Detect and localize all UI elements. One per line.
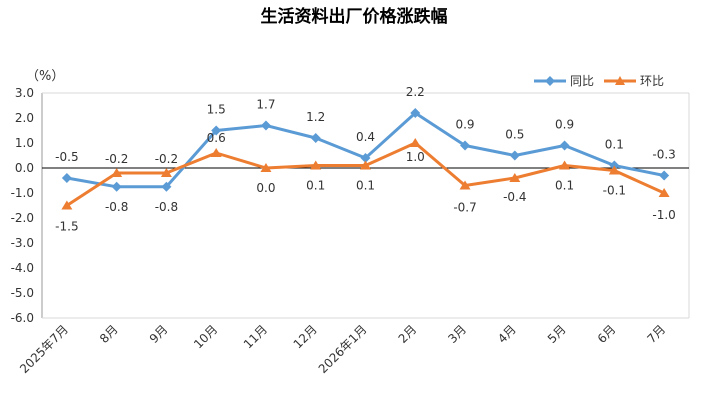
data-point-mom bbox=[61, 200, 73, 210]
data-label-mom: -0.2 bbox=[155, 152, 178, 166]
x-tick-label: 6月 bbox=[595, 322, 619, 346]
x-tick-label: 3月 bbox=[445, 322, 469, 346]
legend-triangle-icon bbox=[615, 76, 625, 85]
data-label-mom: -0.2 bbox=[105, 152, 128, 166]
y-tick-label: 3.0 bbox=[15, 86, 34, 100]
data-label-yoy: 0.1 bbox=[605, 138, 624, 152]
y-tick-label: -3.0 bbox=[11, 236, 34, 250]
data-point-mom bbox=[509, 173, 521, 182]
legend-diamond-icon bbox=[545, 76, 555, 86]
data-point-yoy bbox=[659, 170, 670, 181]
data-label-mom: 0.0 bbox=[256, 181, 275, 195]
series-layer bbox=[61, 108, 670, 210]
data-point-mom bbox=[210, 148, 222, 157]
y-tick-label: 1.0 bbox=[15, 136, 34, 150]
data-label-mom: 0.1 bbox=[356, 179, 375, 193]
data-point-yoy bbox=[161, 181, 172, 192]
data-point-yoy bbox=[410, 108, 421, 118]
y-tick-label: 2.0 bbox=[15, 111, 34, 125]
data-label-yoy: 0.4 bbox=[356, 130, 375, 144]
legend-item-mom: 环比 bbox=[604, 74, 664, 88]
data-point-yoy bbox=[460, 140, 471, 151]
data-label-yoy: 2.2 bbox=[406, 85, 425, 99]
chart-title: 生活资料出厂价格涨跌幅 bbox=[261, 6, 448, 27]
data-label-yoy: 0.9 bbox=[455, 118, 474, 132]
x-tick-label: 4月 bbox=[495, 322, 519, 346]
data-point-mom bbox=[459, 180, 471, 190]
legend-label-mom: 环比 bbox=[640, 74, 664, 88]
data-point-yoy bbox=[111, 181, 122, 192]
x-tick-label: 5月 bbox=[545, 322, 569, 346]
x-tick-label: 10月 bbox=[191, 322, 220, 351]
data-label-yoy: -0.3 bbox=[652, 148, 675, 162]
legend: 同比 环比 bbox=[534, 74, 664, 88]
data-label-mom: 1.0 bbox=[406, 150, 425, 164]
y-axis-ticks: 3.0 2.0 1.0 0.0 -1.0 -2.0 -3.0 -4.0 -5.0 -6.0 bbox=[11, 86, 34, 325]
data-point-mom bbox=[409, 138, 421, 147]
data-point-yoy bbox=[211, 125, 222, 136]
data-label-yoy: 1.7 bbox=[256, 98, 275, 112]
y-axis-unit-label: （%） bbox=[26, 69, 64, 84]
data-point-mom bbox=[160, 168, 172, 177]
data-label-mom: -1.5 bbox=[55, 220, 78, 234]
data-point-yoy bbox=[360, 153, 371, 163]
data-label-yoy: 1.2 bbox=[306, 110, 325, 124]
data-label-yoy: -0.8 bbox=[105, 200, 128, 214]
data-label-yoy: -0.8 bbox=[155, 200, 178, 214]
legend-label-yoy: 同比 bbox=[570, 74, 594, 88]
y-tick-label: 0.0 bbox=[15, 161, 34, 175]
data-point-yoy bbox=[509, 150, 520, 161]
x-tick-label: 2025年7月 bbox=[17, 322, 71, 376]
data-label-yoy: 1.5 bbox=[207, 103, 226, 117]
y-tick-label: -1.0 bbox=[11, 186, 34, 200]
x-tick-label: 2026年1月 bbox=[316, 322, 370, 376]
data-label-mom: 0.1 bbox=[306, 179, 325, 193]
data-label-yoy: 0.5 bbox=[505, 128, 524, 142]
data-label-mom: -1.0 bbox=[652, 208, 675, 222]
data-label-mom: -0.4 bbox=[503, 190, 526, 204]
x-tick-label: 2月 bbox=[396, 322, 420, 346]
data-point-mom bbox=[559, 160, 571, 170]
plot-area bbox=[41, 92, 690, 319]
y-tick-label: -4.0 bbox=[11, 261, 34, 275]
y-tick-label: -6.0 bbox=[11, 311, 34, 325]
data-point-yoy bbox=[559, 140, 570, 151]
data-point-mom bbox=[608, 165, 620, 175]
data-label-mom: -0.1 bbox=[603, 184, 626, 198]
data-label-mom: -0.7 bbox=[453, 201, 476, 215]
legend-item-yoy: 同比 bbox=[534, 74, 594, 88]
x-tick-label: 12月 bbox=[291, 322, 320, 351]
data-point-mom bbox=[111, 168, 123, 177]
data-point-mom bbox=[260, 163, 272, 172]
x-tick-label: 8月 bbox=[97, 322, 121, 346]
data-label-yoy: -0.5 bbox=[55, 150, 78, 164]
y-tick-label: -5.0 bbox=[11, 286, 34, 300]
data-point-yoy bbox=[260, 120, 271, 131]
data-label-mom: 0.6 bbox=[207, 131, 226, 145]
x-tick-label: 7月 bbox=[644, 322, 668, 346]
data-point-mom bbox=[658, 188, 670, 197]
x-tick-label: 9月 bbox=[147, 322, 171, 346]
data-point-yoy bbox=[61, 173, 72, 183]
data-labels-layer: -0.5 -0.8 -0.8 1.5 1.7 1.2 0.4 2.2 0.9 0.5 0.9 0.1 -… bbox=[55, 85, 676, 234]
y-tick-label: -2.0 bbox=[11, 211, 34, 225]
data-label-yoy: 0.9 bbox=[555, 118, 574, 132]
data-label-mom: 0.1 bbox=[555, 179, 574, 193]
data-point-yoy bbox=[310, 133, 321, 143]
data-point-mom bbox=[360, 160, 371, 170]
x-tick-label: 11月 bbox=[241, 322, 270, 351]
data-point-mom bbox=[310, 160, 322, 170]
series-line-yoy bbox=[66, 111, 665, 189]
